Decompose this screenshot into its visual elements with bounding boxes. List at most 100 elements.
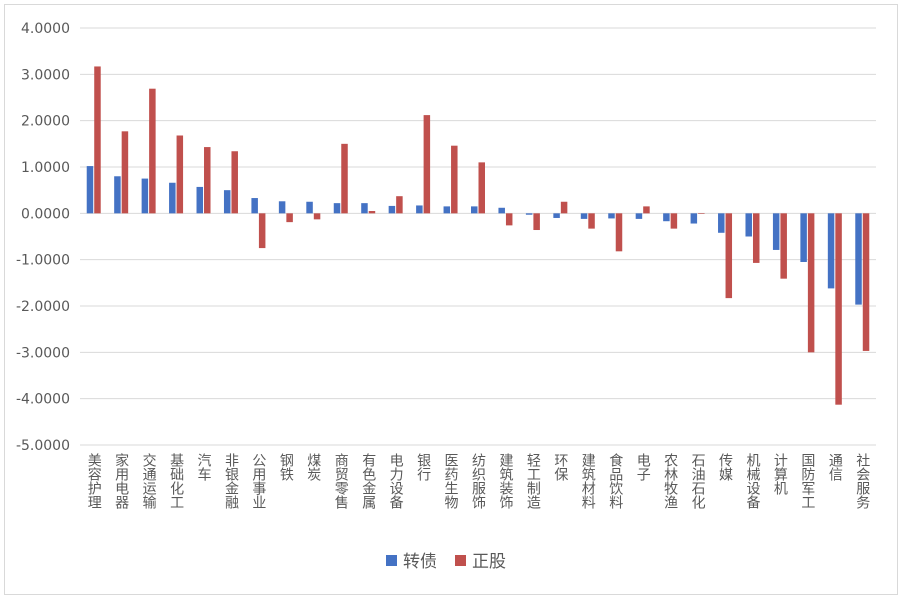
bar-zhenggu [451,145,458,214]
bar-zhenggu [94,66,101,214]
bar-zhuanzhai [223,190,231,214]
bar-zhuanzhai [306,201,313,214]
x-tick-label: 环保 [552,453,568,481]
bar-zhenggu [368,211,376,214]
legend-label-zhenggu: 正股 [472,552,506,572]
legend-swatch-zhuanzhai [386,555,397,566]
bar-zhuanzhai [416,205,423,214]
x-tick-label: 公用事业 [250,453,266,509]
bar-zhenggu [231,151,238,214]
bar-zhenggu [258,213,266,249]
bar-zhuanzhai [498,207,505,214]
x-tick-label: 通信 [827,453,843,481]
bar-zhuanzhai [800,213,807,262]
bar-zhuanzhai [471,206,478,214]
x-tick-label: 计算机 [772,453,788,496]
bar-zhenggu [862,213,870,351]
bar-zhenggu [780,213,787,279]
legend-swatch-zhenggu [455,555,466,566]
x-tick-label: 农林牧渔 [662,453,678,509]
bar-zhenggu [341,143,348,214]
bar-zhenggu [204,147,211,214]
bar-zhenggu [615,213,623,252]
bar-zhenggu [725,213,733,299]
x-tick-label: 美容护理 [86,453,102,509]
y-tick-label: 4.0000 [21,21,70,37]
bar-zhenggu [752,213,760,263]
bar-zhuanzhai [663,213,670,222]
bar-zhenggu [176,135,184,214]
bar-zhenggu [505,213,513,226]
x-tick-label: 商贸零售 [333,453,349,509]
bar-zhuanzhai [745,213,752,237]
bar-zhenggu [121,131,129,214]
x-tick-label: 传媒 [717,453,733,481]
y-tick-label: -2.0000 [16,299,70,315]
bar-zhuanzhai [114,176,121,214]
bar-zhuanzhai [580,213,588,219]
y-tick-label: -1.0000 [16,253,70,269]
x-tick-label: 纺织服饰 [470,453,486,509]
bars [86,66,870,405]
y-tick-label: 0.0000 [21,206,70,222]
bar-zhenggu [560,201,568,214]
y-tick-label: -3.0000 [16,345,70,361]
x-tick-label: 电力设备 [388,453,404,509]
y-tick-label: 1.0000 [21,160,70,176]
x-tick-label: 机械设备 [744,453,760,509]
x-tick-label: 国防军工 [799,453,815,509]
x-tick-label: 银行 [415,453,431,482]
bar-zhuanzhai [718,213,725,233]
bar-zhuanzhai [251,198,258,214]
bar-zhuanzhai [635,213,643,219]
bar-zhenggu [835,213,842,405]
bar-zhenggu [478,162,485,214]
bar-zhuanzhai [525,213,533,215]
y-axis-ticks: 4.0000 3.0000 2.0000 1.0000 0.0000 -1.0000 -2.… [16,21,70,454]
bar-zhenggu [643,206,650,214]
gridlines [80,27,876,446]
x-tick-label: 医药生物 [443,453,459,510]
x-tick-label: 家用电器 [113,452,129,509]
x-tick-label: 社会服务 [854,453,870,509]
bar-zhuanzhai [278,201,286,214]
bar-zhuanzhai [361,203,368,214]
bar-zhenggu [698,213,705,214]
x-tick-label: 食品饮料 [607,452,623,509]
bar-zhuanzhai [388,205,396,214]
bar-zhenggu [313,213,321,220]
legend-label-zhuanzhai: 转债 [403,552,437,572]
bar-zhenggu [533,213,540,231]
x-tick-label: 轻工制造 [525,453,541,510]
bar-zhuanzhai [772,213,780,250]
y-tick-label: 3.0000 [21,67,70,83]
bar-zhenggu [149,88,156,214]
bar-zhuanzhai [855,213,862,305]
bar-zhuanzhai [86,166,94,214]
bar-zhuanzhai [443,206,451,214]
bar-zhuanzhai [141,178,149,214]
bar-zhuanzhai [169,182,176,214]
legend: 转债 正股 [386,552,506,572]
bar-zhenggu [396,196,403,214]
x-tick-label: 电子 [635,453,651,481]
x-tick-label: 石油石化 [690,453,706,510]
x-tick-label: 煤炭 [305,453,321,481]
bar-zhuanzhai [608,213,615,219]
y-tick-label: 2.0000 [21,114,70,130]
x-tick-label: 有色金属 [360,453,376,509]
bar-zhuanzhai [827,213,835,289]
x-tick-label: 建筑装饰 [497,453,513,509]
bar-zhuanzhai [553,213,560,218]
bar-zhuanzhai [196,186,204,214]
x-axis-labels: 美容护理 家用电器 交通运输 基础化工 汽车 非银金融 公用事业 钢铁 煤炭 商贸零售 有色金属 电力… [86,452,871,510]
x-tick-label: 基础化工 [168,452,184,509]
x-tick-label: 非银金融 [223,453,239,509]
x-tick-label: 钢铁 [278,453,294,481]
bar-zhenggu [423,115,431,214]
x-tick-label: 交通运输 [141,452,157,509]
bar-zhuanzhai [690,213,698,224]
bar-zhuanzhai [333,203,341,214]
bar-zhenggu [286,213,293,223]
